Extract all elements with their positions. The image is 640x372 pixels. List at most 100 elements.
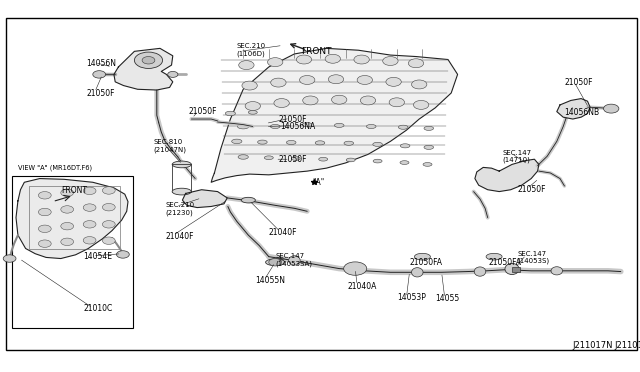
Circle shape [604, 104, 619, 113]
Ellipse shape [241, 197, 255, 203]
Ellipse shape [289, 256, 300, 265]
Text: 14054E: 14054E [83, 252, 112, 261]
Circle shape [83, 237, 96, 244]
Circle shape [102, 237, 115, 244]
Bar [512, 267, 520, 272]
Circle shape [300, 76, 315, 84]
Circle shape [38, 240, 51, 247]
Text: 21050F: 21050F [564, 78, 593, 87]
Circle shape [386, 77, 401, 86]
Circle shape [389, 98, 404, 107]
Text: 21040F: 21040F [165, 232, 194, 241]
Ellipse shape [423, 163, 432, 166]
Ellipse shape [505, 263, 519, 275]
Ellipse shape [172, 161, 191, 168]
Text: (21230): (21230) [165, 209, 193, 216]
Text: SEC.210: SEC.210 [237, 44, 266, 49]
Text: 21050F: 21050F [189, 107, 218, 116]
Ellipse shape [344, 141, 354, 145]
Text: 14056NB: 14056NB [564, 108, 600, 117]
Ellipse shape [315, 141, 325, 145]
Circle shape [269, 259, 282, 266]
Text: (14053SA): (14053SA) [275, 260, 312, 267]
Ellipse shape [366, 124, 376, 128]
Polygon shape [182, 190, 227, 208]
Ellipse shape [373, 159, 382, 163]
Circle shape [38, 192, 51, 199]
Circle shape [271, 78, 286, 87]
Text: (21047N): (21047N) [154, 146, 187, 153]
Circle shape [61, 222, 74, 230]
Text: (14053S): (14053S) [517, 258, 549, 264]
Ellipse shape [237, 124, 249, 129]
Text: "A": "A" [312, 178, 324, 187]
Ellipse shape [266, 259, 285, 266]
Ellipse shape [372, 142, 383, 146]
Text: (14710): (14710) [502, 157, 531, 163]
Text: 14056NA: 14056NA [280, 122, 316, 131]
Ellipse shape [287, 140, 296, 144]
Polygon shape [211, 48, 458, 182]
Ellipse shape [486, 253, 502, 260]
Text: J211017N: J211017N [614, 341, 640, 350]
Ellipse shape [232, 139, 242, 144]
Circle shape [357, 76, 372, 84]
Ellipse shape [474, 267, 486, 276]
Circle shape [38, 208, 51, 216]
Text: SEC.210: SEC.210 [165, 202, 195, 208]
Text: 21050F: 21050F [278, 115, 307, 124]
Text: VIEW "A" (MR16DT.F6): VIEW "A" (MR16DT.F6) [18, 165, 92, 171]
Text: (1106D): (1106D) [237, 51, 266, 57]
Text: SEC.810: SEC.810 [154, 139, 183, 145]
Ellipse shape [172, 188, 191, 195]
Text: 14056N: 14056N [86, 59, 116, 68]
Ellipse shape [335, 123, 344, 127]
Circle shape [268, 58, 283, 67]
Ellipse shape [424, 145, 434, 149]
Bar [29, 186, 120, 249]
Circle shape [408, 59, 424, 68]
Ellipse shape [264, 156, 273, 160]
Polygon shape [114, 48, 173, 90]
Circle shape [61, 238, 74, 246]
Polygon shape [16, 179, 128, 259]
Ellipse shape [415, 253, 431, 260]
Text: 14053P: 14053P [397, 293, 426, 302]
Circle shape [3, 255, 16, 262]
Circle shape [38, 225, 51, 232]
Circle shape [328, 75, 344, 84]
Ellipse shape [270, 124, 280, 128]
Circle shape [102, 203, 115, 211]
Text: J211017N: J211017N [573, 341, 613, 350]
Text: FRONT: FRONT [301, 47, 332, 56]
Text: 14055: 14055 [435, 294, 460, 303]
Ellipse shape [319, 157, 328, 161]
Ellipse shape [424, 126, 434, 130]
Circle shape [344, 262, 367, 275]
Ellipse shape [238, 155, 248, 159]
Ellipse shape [401, 144, 410, 148]
Text: 21050F: 21050F [86, 89, 115, 97]
Text: 21040A: 21040A [348, 282, 377, 291]
Ellipse shape [302, 122, 312, 126]
Circle shape [61, 206, 74, 213]
Ellipse shape [346, 158, 355, 162]
Circle shape [61, 189, 74, 196]
Ellipse shape [248, 110, 257, 114]
Ellipse shape [412, 267, 423, 277]
Ellipse shape [398, 125, 408, 129]
Circle shape [83, 221, 96, 228]
Circle shape [239, 61, 254, 70]
Ellipse shape [400, 161, 409, 164]
Circle shape [360, 96, 376, 105]
Polygon shape [557, 99, 590, 119]
Circle shape [413, 100, 429, 109]
Circle shape [303, 96, 318, 105]
Text: 14055N: 14055N [255, 276, 285, 285]
Ellipse shape [551, 267, 563, 275]
Circle shape [83, 204, 96, 211]
Text: SEC.147: SEC.147 [502, 150, 532, 155]
Ellipse shape [257, 140, 268, 144]
Circle shape [354, 55, 369, 64]
Circle shape [412, 80, 427, 89]
